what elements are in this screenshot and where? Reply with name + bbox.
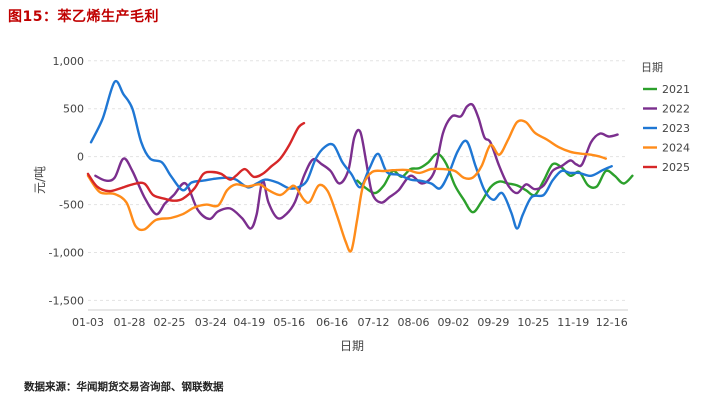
y-tick-label: -500 xyxy=(59,199,84,212)
x-tick-label: 05-16 xyxy=(273,316,305,329)
x-tick-label: 09-29 xyxy=(477,316,509,329)
grid-lines xyxy=(88,60,628,301)
x-tick-label: 11-19 xyxy=(557,316,589,329)
y-tick-label: 1,000 xyxy=(53,55,85,68)
x-tick-label: 01-28 xyxy=(113,316,145,329)
legend-label-2021: 2021 xyxy=(662,83,690,96)
legend-label-2024: 2024 xyxy=(662,142,690,155)
x-axis-ticks: 01-03 01-28 02-25 03-24 04-19 05-16 06-16 07-12… xyxy=(72,316,628,329)
series-line-2023 xyxy=(89,79,613,230)
legend: 日期 2021 2022 2023 2024 2025 xyxy=(641,61,690,174)
series-line-2021 xyxy=(356,152,634,214)
x-tick-label: 03-24 xyxy=(195,316,227,329)
y-tick-label: -1,000 xyxy=(49,246,84,259)
series-line-2024 xyxy=(86,119,607,253)
x-tick-label: 08-06 xyxy=(397,316,429,329)
series-line-2022 xyxy=(94,102,619,230)
x-tick-label: 01-03 xyxy=(72,316,104,329)
source-note: 数据来源：华闻期货交易咨询部、钢联数据 xyxy=(24,381,224,393)
x-tick-label: 02-25 xyxy=(153,316,185,329)
legend-label-2022: 2022 xyxy=(662,103,690,116)
x-axis-label: 日期 xyxy=(340,339,364,353)
series-lines xyxy=(86,79,634,253)
legend-label-2023: 2023 xyxy=(662,122,690,135)
legend-title: 日期 xyxy=(641,61,663,74)
y-tick-label: 0 xyxy=(77,151,84,164)
chart-svg: -1,500 -1,000 -500 0 500 1,000 01-03 01-28 02-2… xyxy=(33,55,690,353)
series-line-2025 xyxy=(86,121,306,202)
y-axis-ticks: -1,500 -1,000 -500 0 500 1,000 xyxy=(49,55,84,308)
figure-title: 图15：苯乙烯生产毛利 xyxy=(8,9,159,25)
y-axis-label: 元/吨 xyxy=(33,166,47,194)
x-tick-label: 12-16 xyxy=(596,316,628,329)
y-tick-label: 500 xyxy=(63,103,84,116)
x-tick-label: 07-12 xyxy=(358,316,390,329)
x-tick-label: 06-16 xyxy=(316,316,348,329)
x-tick-label: 10-25 xyxy=(517,316,549,329)
y-tick-label: -1,500 xyxy=(49,294,84,307)
x-tick-label: 04-19 xyxy=(233,316,265,329)
x-tick-label: 09-02 xyxy=(437,316,469,329)
legend-label-2025: 2025 xyxy=(662,161,690,174)
